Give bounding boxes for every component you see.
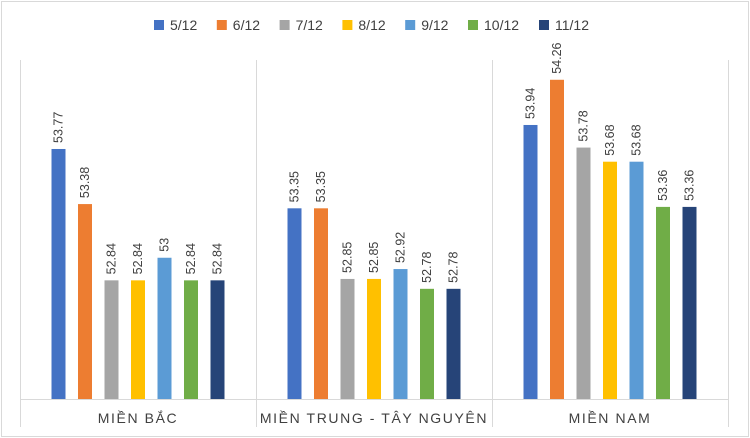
bar-6-12-1	[78, 204, 92, 399]
legend-entry: 9/12	[421, 17, 448, 33]
bar-8-12-3	[603, 161, 617, 399]
legend-swatch	[405, 20, 416, 30]
data-label: 53.35	[314, 171, 328, 202]
bar-10-12-2	[420, 288, 434, 399]
data-label: 52.78	[420, 251, 434, 282]
bar-8-12-1	[131, 280, 145, 399]
data-label: 53	[158, 238, 172, 252]
data-label: 52.85	[367, 242, 381, 273]
legend-entry: 10/12	[484, 17, 519, 33]
legend-swatch	[342, 20, 353, 30]
bar-9-12-3	[629, 161, 644, 399]
data-label: 53.36	[656, 170, 670, 201]
bar-7-12-3	[576, 147, 591, 399]
bar-11-12-2	[446, 288, 461, 399]
data-label: 52.92	[394, 232, 408, 263]
data-label: 53.36	[683, 170, 697, 201]
bar-9-12-2	[393, 269, 408, 399]
data-label: 52.85	[341, 242, 355, 273]
data-label: 53.38	[78, 167, 92, 198]
bar-5-12-1	[51, 148, 66, 399]
legend-swatch	[468, 20, 478, 30]
bar-8-12-2	[367, 278, 381, 399]
legend-entry: 8/12	[358, 17, 385, 33]
category-label: MIỀN BẮC	[98, 409, 178, 426]
category-label: MIỀN NAM	[569, 410, 652, 426]
bar-7-12-1	[104, 280, 119, 399]
data-label: 52.84	[105, 243, 119, 274]
data-label: 52.84	[131, 243, 145, 274]
data-label: 53.78	[577, 110, 591, 141]
legend-entry: 7/12	[296, 17, 323, 33]
bar-6-12-3	[550, 79, 564, 400]
bar-10-12-1	[184, 280, 198, 399]
bar-5-12-3	[523, 124, 538, 399]
legend-entry: 11/12	[555, 17, 589, 33]
bar-11-12-3	[682, 206, 697, 399]
bar-6-12-2	[314, 208, 328, 399]
legend-swatch	[154, 20, 164, 30]
category-label: MIỀN TRUNG - TÂY NGUYÊN	[260, 410, 488, 426]
bar-7-12-2	[340, 278, 355, 399]
legend-swatch	[539, 20, 549, 30]
data-label: 53.94	[524, 88, 538, 119]
data-label: 54.26	[550, 42, 564, 73]
data-label: 52.78	[447, 251, 461, 282]
data-label: 52.84	[211, 243, 225, 274]
bar-9-12-1	[157, 257, 172, 399]
legend-swatch	[279, 20, 290, 30]
data-label: 52.84	[184, 243, 198, 274]
bar-5-12-2	[287, 208, 302, 399]
data-label: 53.68	[603, 124, 617, 155]
legend-swatch	[216, 20, 227, 30]
bar-11-12-1	[210, 280, 225, 399]
data-label: 53.35	[288, 171, 302, 202]
data-label: 53.77	[52, 112, 66, 143]
bar-10-12-3	[656, 206, 670, 399]
legend-entry: 5/12	[170, 17, 197, 33]
legend-entry: 6/12	[233, 17, 260, 33]
data-label: 53.68	[630, 124, 644, 155]
